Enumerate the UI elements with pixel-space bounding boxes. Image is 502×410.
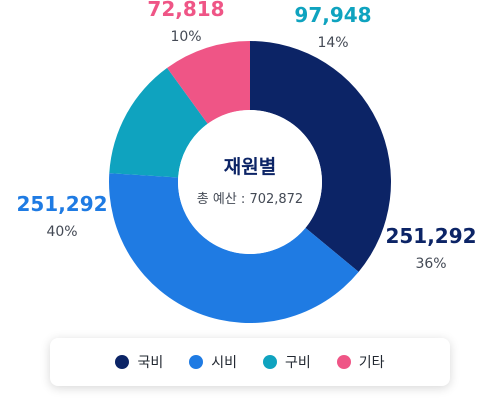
legend-label-city-fund: 시비 bbox=[211, 355, 237, 371]
center-title: 재원별 bbox=[224, 156, 276, 178]
donut-slices bbox=[109, 41, 391, 323]
legend: 국비 시비 구비 기타 bbox=[50, 338, 450, 386]
legend-item-city-fund: 시비 bbox=[189, 352, 237, 372]
donut-hole bbox=[178, 110, 322, 254]
slice-district-fund bbox=[109, 67, 208, 178]
slice-other bbox=[167, 41, 250, 124]
legend-dot-other bbox=[336, 355, 351, 369]
slice-city-fund bbox=[109, 173, 359, 323]
legend-dot-district-fund bbox=[263, 355, 277, 369]
percent-label-foreign-aid: 36% bbox=[415, 256, 446, 272]
center-subtitle: 총 예산 : 702,872 bbox=[197, 192, 303, 207]
value-label-other: 72,818 bbox=[147, 0, 224, 21]
value-label-foreign-aid: 251,292 bbox=[385, 224, 476, 248]
legend-dot-foreign-aid bbox=[115, 355, 130, 369]
legend-label-foreign-aid: 국비 bbox=[137, 355, 164, 371]
value-label-city-fund: 251,292 bbox=[16, 192, 107, 216]
legend-dot-city-fund bbox=[189, 355, 204, 369]
legend-label-district-fund: 구비 bbox=[285, 355, 311, 371]
legend-item-foreign-aid: 국비 bbox=[115, 352, 163, 372]
slice-foreign-aid bbox=[250, 41, 391, 272]
percent-label-district-fund: 14% bbox=[317, 35, 348, 51]
legend-item-other: 기타 bbox=[336, 352, 385, 372]
legend-item-district-fund: 구비 bbox=[263, 352, 311, 372]
percent-label-other: 10% bbox=[170, 29, 201, 45]
value-label-district-fund: 97,948 bbox=[294, 3, 371, 27]
legend-label-other: 기타 bbox=[358, 355, 385, 371]
percent-label-city-fund: 40% bbox=[46, 224, 77, 240]
